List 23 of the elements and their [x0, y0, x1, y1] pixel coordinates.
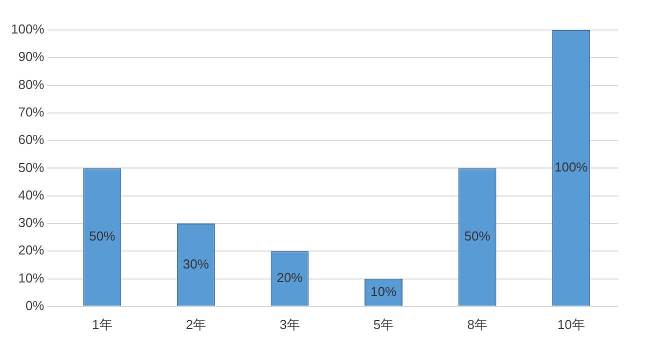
y-tick-label: 10%: [18, 270, 45, 286]
data-label: 50%: [464, 228, 491, 244]
y-tick-label: 90%: [18, 49, 45, 64]
data-label: 50%: [89, 228, 116, 244]
y-tick-label: 60%: [18, 132, 45, 148]
x-tick-label: 3年: [280, 316, 300, 332]
y-tick-label: 30%: [18, 215, 45, 230]
y-tick-label: 20%: [18, 242, 45, 258]
x-tick-label: 5年: [373, 316, 394, 332]
x-tick-label: 8年: [467, 316, 488, 332]
x-tick-label: 2年: [186, 316, 206, 332]
y-tick-label: 100%: [11, 22, 45, 37]
y-tick-label: 40%: [18, 187, 45, 202]
y-tick-label: 80%: [18, 76, 45, 92]
y-tick-label: 50%: [18, 160, 45, 175]
y-tick-label: 70%: [18, 104, 45, 120]
data-label: 10%: [370, 284, 397, 299]
data-label: 30%: [182, 256, 210, 272]
y-tick-label: 0%: [25, 298, 45, 313]
data-label: 100%: [554, 160, 588, 175]
data-label: 20%: [276, 270, 304, 286]
x-tick-label: 1年: [92, 316, 112, 332]
x-tick-label: 10年: [557, 316, 585, 332]
